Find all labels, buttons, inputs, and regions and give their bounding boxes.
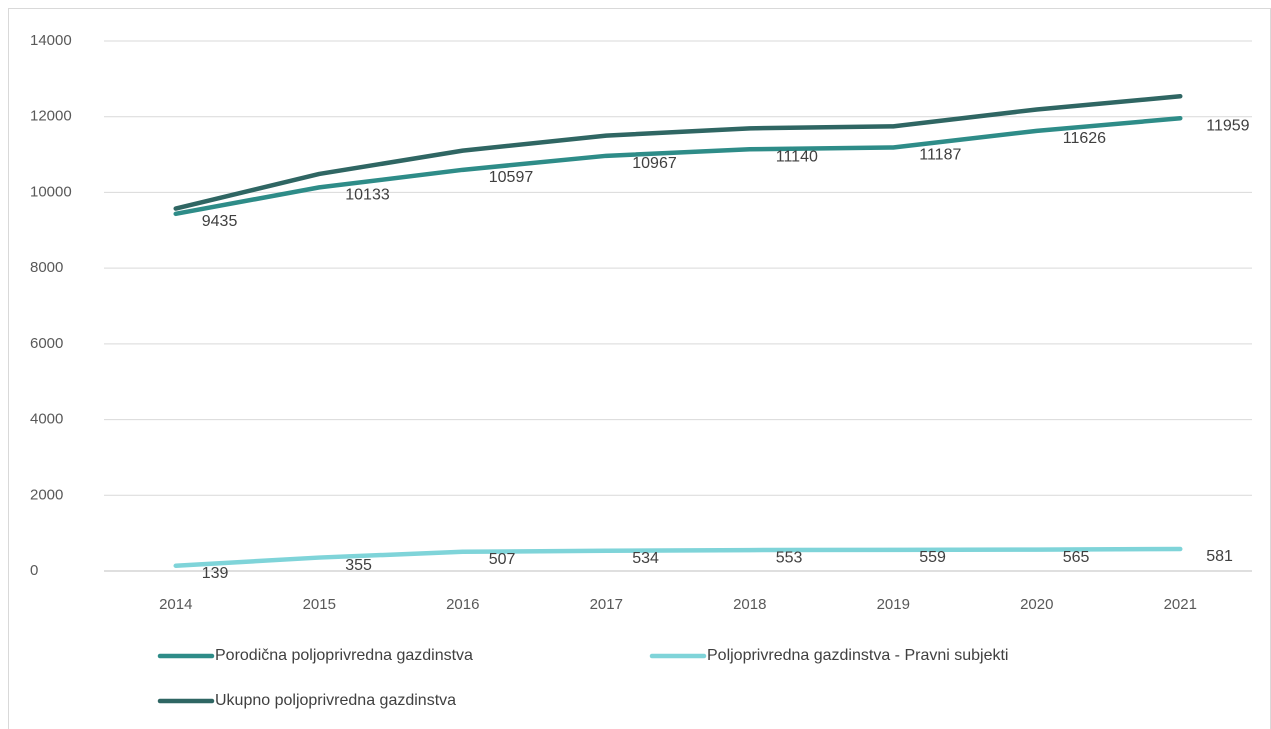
data-label: 565	[1063, 549, 1090, 566]
y-tick-label: 10000	[30, 183, 72, 200]
data-label: 10597	[489, 169, 534, 186]
data-label: 9435	[202, 213, 238, 230]
data-label: 507	[489, 551, 516, 568]
data-label: 11626	[1063, 130, 1106, 147]
y-tick-label: 12000	[30, 108, 72, 125]
data-label: 11959	[1206, 117, 1249, 134]
y-tick-label: 0	[30, 562, 38, 579]
x-tick-label: 2015	[303, 596, 336, 613]
data-label: 559	[919, 549, 946, 566]
data-label: 553	[776, 549, 803, 566]
x-tick-label: 2021	[1164, 596, 1197, 613]
legend-label: Porodična poljoprivredna gazdinstva	[215, 647, 473, 664]
y-tick-label: 4000	[30, 411, 63, 428]
data-label: 11187	[919, 147, 961, 164]
x-tick-label: 2014	[159, 596, 192, 613]
x-tick-label: 2017	[590, 596, 623, 613]
data-label: 10967	[632, 155, 677, 172]
y-tick-label: 8000	[30, 259, 63, 276]
x-tick-label: 2019	[877, 596, 910, 613]
y-tick-label: 6000	[30, 335, 63, 352]
x-tick-label: 2016	[446, 596, 479, 613]
series-line	[173, 94, 1183, 211]
legend-label: Ukupno poljoprivredna gazdinstva	[215, 692, 456, 709]
data-label: 139	[202, 565, 229, 582]
y-tick-label: 14000	[30, 32, 72, 49]
data-label: 534	[632, 550, 659, 567]
data-label: 11140	[776, 148, 818, 165]
x-tick-label: 2018	[733, 596, 766, 613]
series-line	[173, 116, 1183, 217]
x-tick-label: 2020	[1020, 596, 1053, 613]
data-label: 581	[1206, 548, 1233, 565]
series-line	[173, 546, 1183, 568]
data-label: 10133	[345, 187, 390, 204]
data-label: 355	[345, 557, 372, 574]
legend-label: Poljoprivredna gazdinstva - Pravni subje…	[707, 647, 1008, 664]
y-tick-label: 2000	[30, 486, 63, 503]
